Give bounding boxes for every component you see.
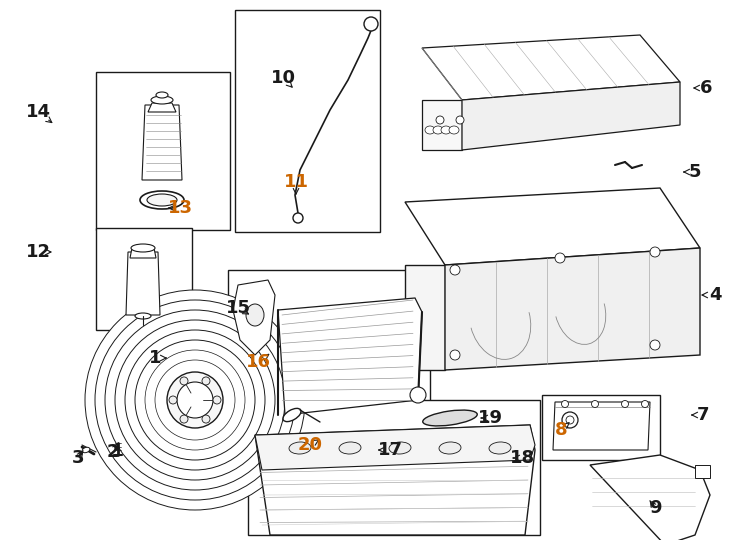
Polygon shape: [233, 280, 275, 355]
Circle shape: [213, 396, 221, 404]
Polygon shape: [405, 265, 445, 370]
Ellipse shape: [433, 126, 443, 134]
Polygon shape: [126, 252, 160, 315]
Circle shape: [566, 416, 574, 424]
Polygon shape: [422, 100, 462, 150]
Polygon shape: [148, 103, 176, 112]
Polygon shape: [422, 35, 680, 100]
Ellipse shape: [135, 313, 151, 319]
Ellipse shape: [425, 126, 435, 134]
Ellipse shape: [147, 194, 177, 206]
Bar: [228, 270, 430, 435]
Text: 14: 14: [26, 103, 51, 121]
Text: 18: 18: [509, 449, 534, 467]
Text: 19: 19: [478, 409, 503, 427]
Ellipse shape: [389, 442, 411, 454]
Text: 2: 2: [106, 443, 119, 461]
Polygon shape: [255, 425, 535, 535]
Text: 13: 13: [167, 199, 192, 217]
Circle shape: [456, 116, 464, 124]
Text: 6: 6: [700, 79, 712, 97]
Ellipse shape: [151, 96, 173, 104]
Polygon shape: [445, 248, 700, 370]
Ellipse shape: [339, 442, 361, 454]
Bar: [235, 10, 380, 232]
Circle shape: [125, 330, 265, 470]
Ellipse shape: [439, 442, 461, 454]
Bar: [248, 400, 540, 535]
Circle shape: [436, 116, 444, 124]
Circle shape: [155, 360, 235, 440]
Circle shape: [622, 401, 628, 408]
Text: 4: 4: [709, 286, 722, 304]
Text: 3: 3: [72, 449, 84, 467]
Ellipse shape: [289, 442, 311, 454]
Circle shape: [410, 387, 426, 403]
Circle shape: [293, 213, 303, 223]
Circle shape: [115, 320, 275, 480]
Circle shape: [202, 415, 210, 423]
Text: 12: 12: [26, 243, 51, 261]
Polygon shape: [405, 188, 700, 265]
Polygon shape: [278, 298, 422, 415]
Text: 11: 11: [283, 173, 308, 191]
Circle shape: [85, 290, 305, 510]
Circle shape: [169, 396, 177, 404]
Ellipse shape: [82, 447, 90, 453]
Ellipse shape: [423, 410, 477, 426]
Ellipse shape: [449, 126, 459, 134]
Polygon shape: [255, 425, 535, 470]
Ellipse shape: [156, 92, 168, 98]
Polygon shape: [142, 105, 182, 180]
Circle shape: [202, 377, 210, 385]
Circle shape: [592, 401, 598, 408]
Polygon shape: [590, 455, 710, 540]
Polygon shape: [130, 248, 156, 258]
Text: 1: 1: [149, 349, 161, 367]
Circle shape: [95, 300, 295, 500]
Circle shape: [555, 253, 565, 263]
Circle shape: [650, 247, 660, 257]
Circle shape: [145, 350, 245, 450]
Polygon shape: [553, 402, 650, 450]
Bar: [542, 395, 660, 460]
Ellipse shape: [131, 244, 155, 252]
Ellipse shape: [246, 304, 264, 326]
Circle shape: [650, 340, 660, 350]
Circle shape: [562, 412, 578, 428]
Circle shape: [642, 401, 649, 408]
Circle shape: [167, 372, 223, 428]
Text: 15: 15: [225, 299, 250, 317]
Text: 8: 8: [555, 421, 567, 439]
Ellipse shape: [489, 442, 511, 454]
Bar: [96, 72, 230, 230]
Ellipse shape: [140, 191, 184, 209]
Text: 9: 9: [649, 499, 661, 517]
Text: 16: 16: [245, 353, 271, 371]
Bar: [96, 228, 192, 330]
Circle shape: [364, 17, 378, 31]
Circle shape: [177, 382, 213, 418]
Ellipse shape: [283, 408, 301, 422]
Polygon shape: [462, 82, 680, 150]
Ellipse shape: [441, 126, 451, 134]
Text: 5: 5: [688, 163, 701, 181]
Text: 10: 10: [271, 69, 296, 87]
Circle shape: [135, 340, 255, 460]
Polygon shape: [695, 465, 710, 478]
Circle shape: [450, 265, 460, 275]
Circle shape: [180, 377, 188, 385]
Circle shape: [562, 401, 569, 408]
Circle shape: [180, 415, 188, 423]
Text: 17: 17: [377, 441, 402, 459]
Circle shape: [105, 310, 285, 490]
Circle shape: [450, 350, 460, 360]
Text: 20: 20: [297, 436, 322, 454]
Text: 7: 7: [697, 406, 709, 424]
Circle shape: [355, 443, 369, 457]
